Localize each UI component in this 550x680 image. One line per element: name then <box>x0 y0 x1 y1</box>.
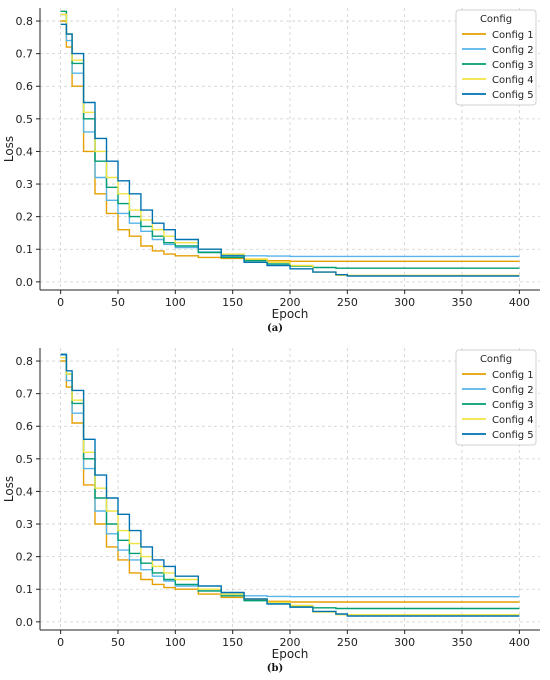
y-tick-label: 0.1 <box>16 243 34 256</box>
legend-title: Config <box>480 354 512 365</box>
legend-entry-config-3: Config 3 <box>492 60 534 71</box>
y-tick-label: 0.0 <box>16 616 34 629</box>
series-lines <box>60 353 520 617</box>
y-tick-label: 0.6 <box>16 80 34 93</box>
x-tick-label: 0 <box>57 296 64 309</box>
y-tick-label: 0.8 <box>16 355 34 368</box>
x-tick-label: 200 <box>280 296 301 309</box>
x-axis-label: Epoch <box>272 647 309 661</box>
x-axis-label: Epoch <box>272 307 309 321</box>
x-tick-label: 350 <box>452 636 473 649</box>
y-tick-label: 0.5 <box>16 453 34 466</box>
legend-entry-config-2: Config 2 <box>492 385 534 396</box>
series-line-config-5 <box>60 353 520 617</box>
panel-b: 0 50 100 150 200 250 300 350 400 0.0 0.1 0.2 0.3 0.4 0… <box>0 340 550 680</box>
panel-a: 0 50 100 150 200 250 300 350 400 0.0 0.1 0.2 0.3 0.4 0… <box>2 8 540 321</box>
legend-entry-config-5: Config 5 <box>492 90 534 101</box>
legend-entry-config-2: Config 2 <box>492 45 534 56</box>
legend-entry-config-5: Config 5 <box>492 430 534 441</box>
legend-entry-config-3: Config 3 <box>492 400 534 411</box>
y-tick-label: 0.7 <box>16 48 34 61</box>
y-axis-label: Loss <box>2 476 16 502</box>
x-tick-label: 150 <box>222 296 243 309</box>
y-tick-label: 0.2 <box>16 551 34 564</box>
y-tick-label: 0.1 <box>16 583 34 596</box>
legend: Config Config 1 Config 2 Config 3 Config 4 Co… <box>455 349 537 446</box>
x-tick-label: 400 <box>509 636 530 649</box>
x-tick-label: 100 <box>165 636 186 649</box>
y-tick-label: 0.5 <box>16 113 34 126</box>
y-tick-label: 0.4 <box>16 145 34 158</box>
x-tick-label: 250 <box>337 636 358 649</box>
y-tick-label: 0.2 <box>16 211 34 224</box>
series-line-config-5 <box>60 23 520 277</box>
chart-b-svg: 0 50 100 150 200 250 300 350 400 0.0 0.1 0.2 0.3 0.4 0… <box>2 348 540 661</box>
chart-a-svg: 0 50 100 150 200 250 300 350 400 0.0 0.1 0.2 0.3 0.4 0… <box>2 8 540 321</box>
x-tick-label: 250 <box>337 296 358 309</box>
x-tick-label: 50 <box>111 296 125 309</box>
legend-entry-config-1: Config 1 <box>492 370 534 381</box>
caption-a: (a) <box>267 323 283 334</box>
x-tick-label: 0 <box>57 636 64 649</box>
y-tick-label: 0.7 <box>16 388 34 401</box>
y-tick-label: 0.6 <box>16 420 34 433</box>
x-tick-label: 50 <box>111 636 125 649</box>
x-tick-label: 300 <box>394 296 415 309</box>
x-tick-label: 100 <box>165 296 186 309</box>
x-tick-label: 400 <box>509 296 530 309</box>
legend-entry-config-4: Config 4 <box>492 75 534 86</box>
legend: Config Config 1 Config 2 Config 3 Config 4 Co… <box>455 9 537 106</box>
x-tick-label: 350 <box>452 296 473 309</box>
series-line-config-3 <box>60 10 520 269</box>
y-axis-label: Loss <box>2 136 16 162</box>
legend-entry-config-4: Config 4 <box>492 415 534 426</box>
y-tick-label: 0.3 <box>16 178 34 191</box>
x-tick-label: 300 <box>394 636 415 649</box>
x-tick-label: 150 <box>222 636 243 649</box>
series-line-config-4 <box>60 357 520 616</box>
y-tick-label: 0.3 <box>16 518 34 531</box>
y-tick-label: 0.4 <box>16 485 34 498</box>
series-line-config-4 <box>60 13 520 276</box>
x-tick-label: 200 <box>280 636 301 649</box>
series-lines <box>60 10 520 277</box>
y-tick-label: 0.8 <box>16 15 34 28</box>
legend-title: Config <box>480 14 512 25</box>
caption-b: (b) <box>266 663 284 674</box>
legend-entry-config-1: Config 1 <box>492 30 534 41</box>
y-tick-label: 0.0 <box>16 276 34 289</box>
